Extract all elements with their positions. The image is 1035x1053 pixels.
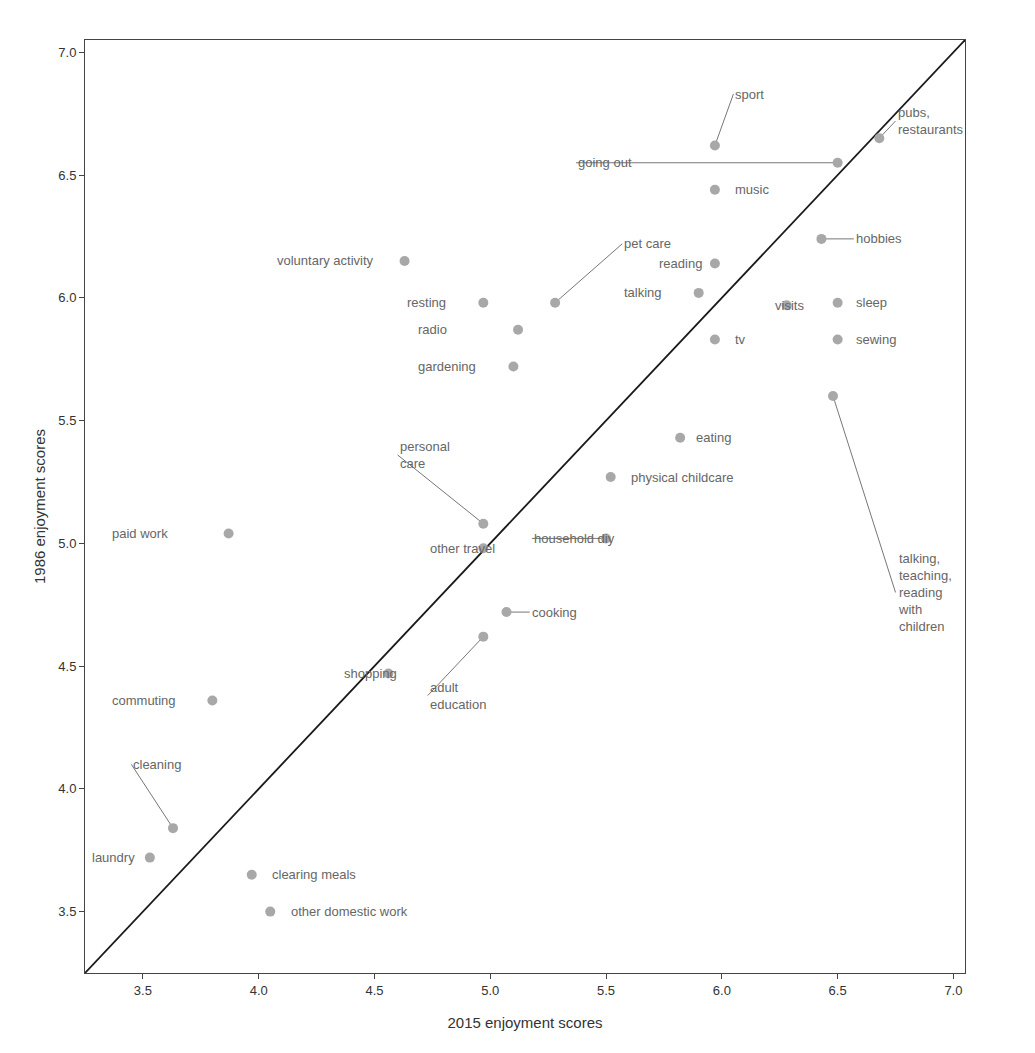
- svg-text:other domestic work: other domestic work: [291, 904, 408, 919]
- svg-text:7.0: 7.0: [58, 45, 76, 60]
- svg-text:hobbies: hobbies: [856, 231, 902, 246]
- svg-text:5.0: 5.0: [481, 983, 499, 998]
- svg-text:sewing: sewing: [856, 332, 896, 347]
- svg-text:4.5: 4.5: [58, 659, 76, 674]
- svg-text:clearing meals: clearing meals: [272, 867, 356, 882]
- svg-text:paid work: paid work: [112, 526, 168, 541]
- svg-text:sport: sport: [735, 87, 764, 102]
- svg-text:1986 enjoyment scores: 1986 enjoyment scores: [31, 429, 48, 584]
- svg-text:voluntary activity: voluntary activity: [277, 253, 374, 268]
- svg-text:3.5: 3.5: [58, 904, 76, 919]
- svg-text:talking: talking: [624, 285, 662, 300]
- svg-text:6.0: 6.0: [713, 983, 731, 998]
- svg-text:gardening: gardening: [418, 359, 476, 374]
- svg-text:talking,teaching,readingwithch: talking,teaching,readingwithchildren: [898, 551, 952, 634]
- svg-text:personalcare: personalcare: [400, 439, 450, 471]
- svg-text:7.0: 7.0: [944, 983, 962, 998]
- svg-text:going out: going out: [578, 155, 632, 170]
- svg-text:2015 enjoyment scores: 2015 enjoyment scores: [447, 1014, 602, 1031]
- svg-text:5.5: 5.5: [58, 413, 76, 428]
- svg-text:5.0: 5.0: [58, 536, 76, 551]
- svg-text:adulteducation: adulteducation: [430, 680, 486, 712]
- svg-text:radio: radio: [418, 322, 447, 337]
- svg-text:shopping: shopping: [344, 666, 397, 681]
- svg-text:resting: resting: [407, 295, 446, 310]
- svg-text:pet care: pet care: [624, 236, 671, 251]
- svg-text:sleep: sleep: [856, 295, 887, 310]
- svg-text:reading: reading: [659, 256, 702, 271]
- svg-text:eating: eating: [696, 430, 731, 445]
- svg-text:laundry: laundry: [92, 850, 135, 865]
- svg-text:cleaning: cleaning: [133, 757, 181, 772]
- svg-text:pubs,restaurants: pubs,restaurants: [898, 105, 964, 137]
- svg-text:music: music: [735, 182, 769, 197]
- svg-text:6.0: 6.0: [58, 290, 76, 305]
- svg-text:6.5: 6.5: [829, 983, 847, 998]
- svg-text:3.5: 3.5: [134, 983, 152, 998]
- svg-text:visits: visits: [775, 298, 804, 313]
- svg-text:cooking: cooking: [532, 605, 577, 620]
- svg-text:5.5: 5.5: [597, 983, 615, 998]
- svg-text:commuting: commuting: [112, 693, 176, 708]
- svg-text:other travel: other travel: [430, 541, 495, 556]
- svg-text:4.0: 4.0: [58, 781, 76, 796]
- svg-text:4.5: 4.5: [365, 983, 383, 998]
- svg-text:household diy: household diy: [534, 531, 615, 546]
- svg-text:6.5: 6.5: [58, 168, 76, 183]
- svg-text:tv: tv: [735, 332, 746, 347]
- svg-text:4.0: 4.0: [250, 983, 268, 998]
- svg-text:physical childcare: physical childcare: [631, 470, 734, 485]
